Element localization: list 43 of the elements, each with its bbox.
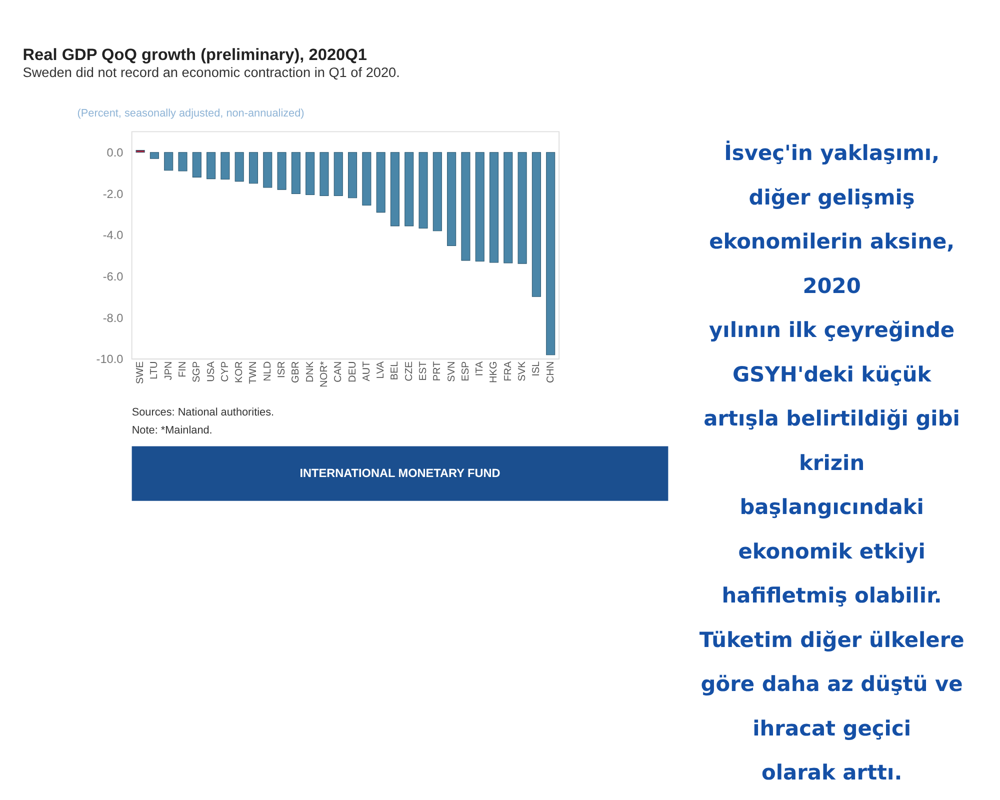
x-tick-label: ITA: [474, 360, 486, 376]
x-tick-label: CZE: [404, 360, 415, 382]
x-tick-label: BEL: [390, 360, 401, 380]
x-tick-label: TWN: [248, 361, 260, 384]
x-tick-label: HKG: [488, 361, 500, 383]
x-tick-label: DEU: [347, 361, 358, 382]
chart-title: Real GDP QoQ growth (preliminary), 2020Q1: [22, 46, 367, 64]
text: İsveç'in yaklaşımı, diğer gelişmiş ekonomilerin aksine, 2020 yılının ilk çeyreğinde GSYH'deki küçük artışla belirtildiği gibi krizin başlangıcındaki ekonomik etkiyi hafifletmiş olabilir. Tüketim diğer ülkelere göre daha az düştü ve ihracat geçici olarak arttı.: [699, 141, 964, 785]
x-tick-label: SVK: [517, 360, 528, 382]
x-tick-label: EST: [418, 361, 429, 381]
source-note: Sources: National authorities.: [132, 406, 274, 418]
x-tick-label: CHN: [545, 361, 556, 383]
text: INTERNATIONAL MONETARY FUND: [300, 466, 501, 480]
x-tick-label: SWE: [135, 360, 146, 384]
x-tick-label: FRA: [502, 360, 514, 382]
x-tick-label: ESP: [460, 360, 472, 382]
x-tick-label: KOR: [234, 361, 246, 383]
y-tick-label: -10.0: [96, 352, 124, 366]
x-tick-label: LTU: [149, 361, 160, 380]
x-tick-label: AUT: [361, 361, 372, 382]
y-tick-label: -2.0: [102, 186, 124, 201]
x-tick-label: FIN: [177, 361, 188, 378]
x-tick-label: USA: [206, 360, 217, 382]
x-tick-label: NOR*: [318, 361, 330, 388]
x-tick-label: ISR: [276, 361, 288, 378]
x-tick-label: CAN: [333, 361, 344, 382]
text: Note: *Mainland.: [132, 424, 212, 437]
y-tick-label: 0.0: [106, 145, 124, 160]
x-tick-label: JPN: [163, 361, 174, 380]
chart-subtitle: Sweden did not record an economic contraction in Q1 of 2020.: [22, 65, 400, 80]
x-tick-label: GBR: [290, 361, 302, 383]
x-tick-label: SVN: [446, 361, 458, 382]
x-tick-label: CYP: [220, 360, 231, 382]
x-tick-label: PRT: [432, 361, 444, 382]
x-tick-label: LVA: [376, 360, 387, 379]
x-tick-label: SGP: [192, 360, 203, 382]
y-axis-title: (Percent, seasonally adjusted, non-annualized): [77, 107, 304, 120]
x-tick-label: DNK: [304, 360, 316, 382]
y-tick-label: -6.0: [102, 269, 124, 284]
x-tick-label: ISL: [531, 360, 542, 376]
y-tick-label: -4.0: [102, 228, 124, 242]
x-tick-label: NLD: [262, 361, 274, 382]
y-tick-label: -8.0: [102, 310, 124, 325]
